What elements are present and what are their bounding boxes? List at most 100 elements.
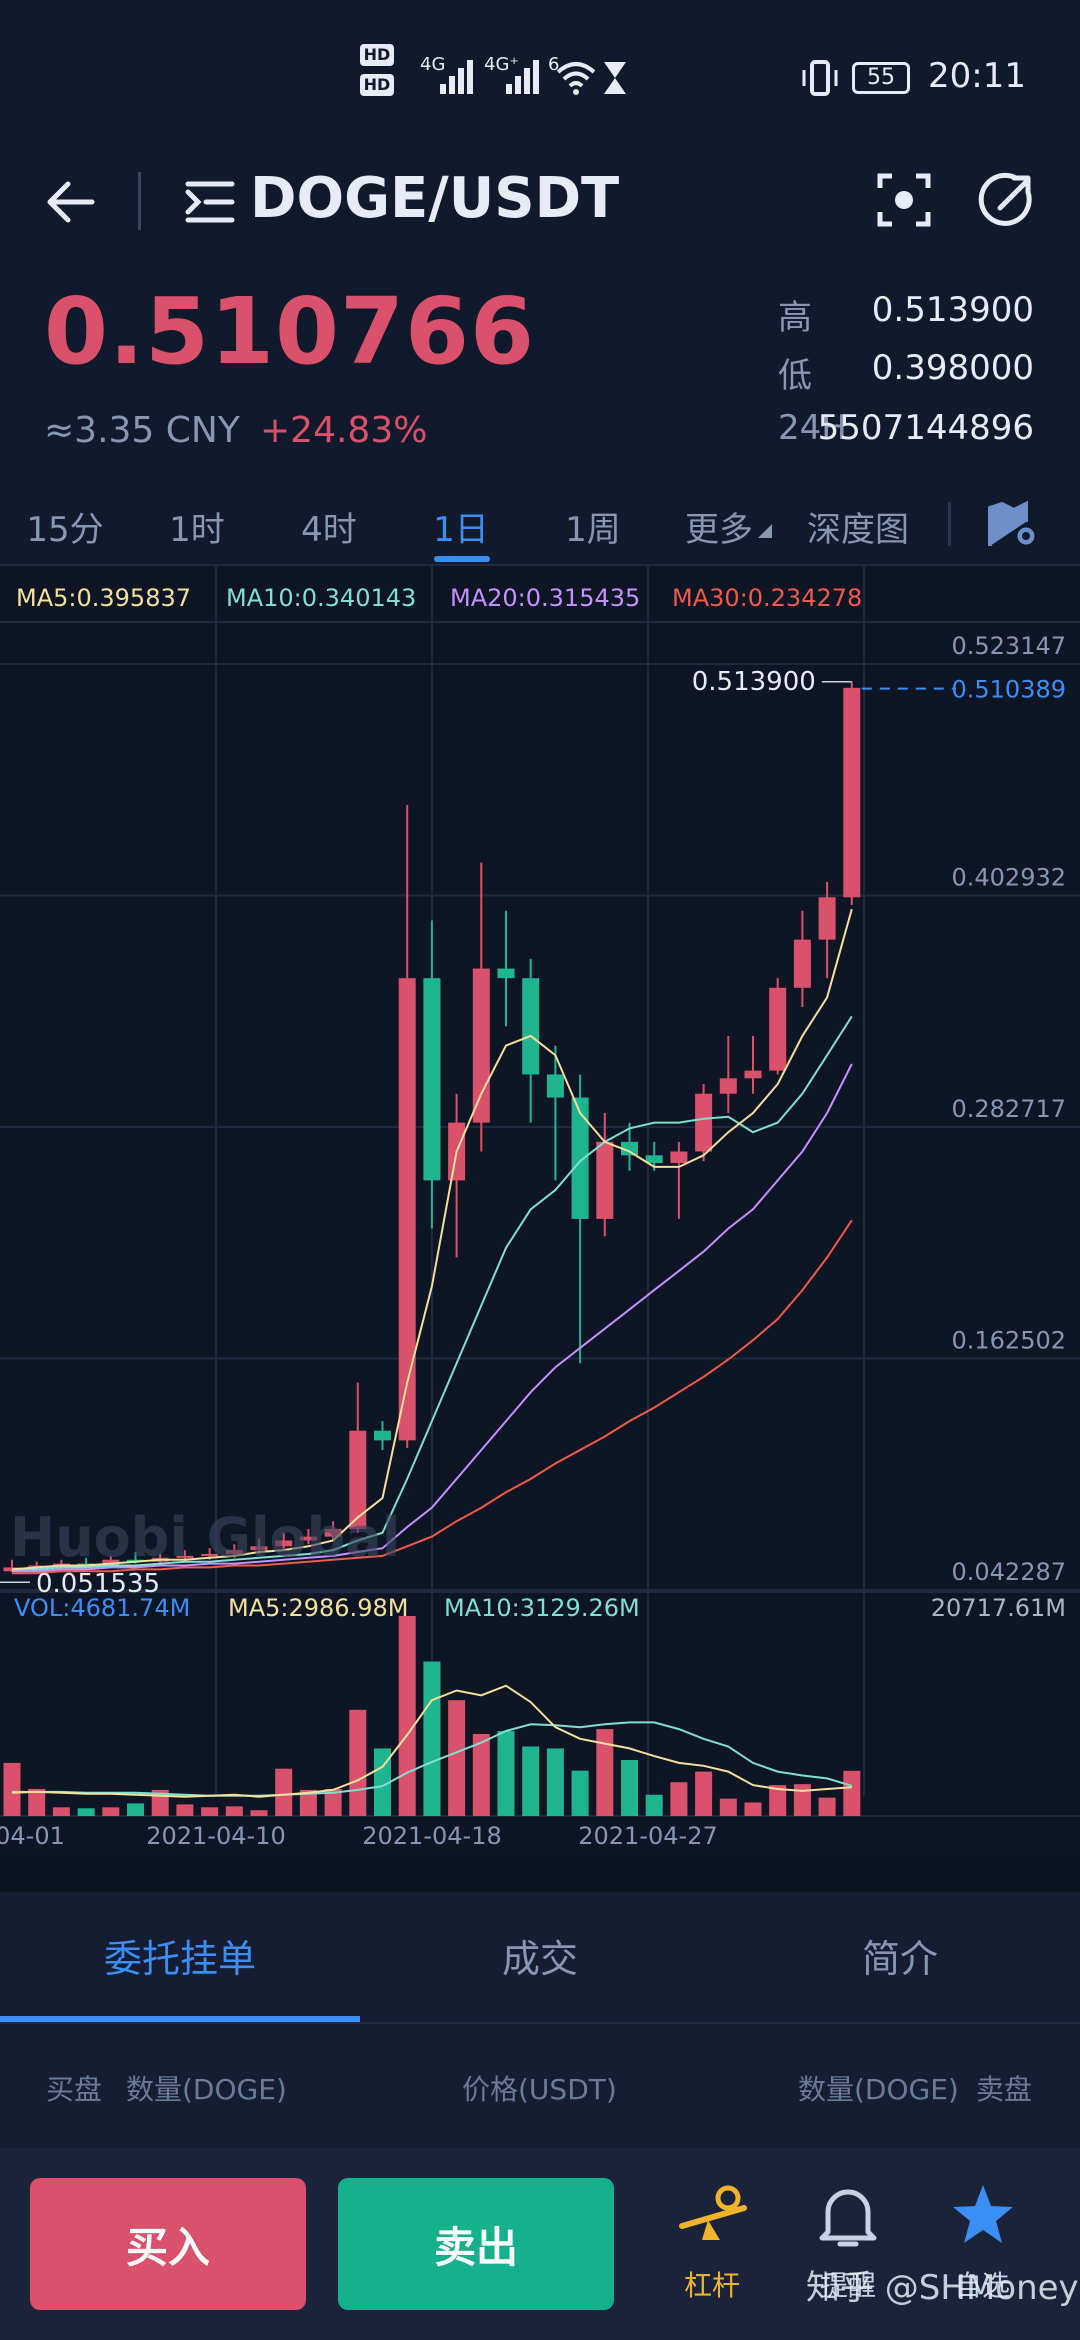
last-price: 0.510766 xyxy=(44,278,536,385)
volume-bar xyxy=(522,1746,540,1816)
candle-body xyxy=(225,1550,243,1554)
alert-nav[interactable]: 提醒 xyxy=(786,2178,910,2318)
tab-depth[interactable]: 深度图 xyxy=(807,510,909,550)
signal-icon-2 xyxy=(506,60,539,94)
ma30-indicator: MA30:0.234278 xyxy=(672,584,863,612)
volume-bar xyxy=(621,1760,638,1816)
date-tick-label: 2021-04-10 xyxy=(146,1822,285,1850)
volume-bar xyxy=(250,1810,268,1816)
signal-icon-1 xyxy=(440,60,473,94)
volume-bar xyxy=(349,1709,367,1816)
price-tick-label: 0.282717 xyxy=(951,1095,1066,1123)
date-tick-label: 2021-04-18 xyxy=(362,1822,501,1850)
section-gap xyxy=(0,1856,1080,1892)
price-tick-label: 0.162502 xyxy=(951,1327,1066,1355)
hourglass-icon xyxy=(604,62,626,94)
leverage-nav[interactable]: 杠杆 xyxy=(650,2178,774,2318)
hd-badge-2: HD xyxy=(360,74,394,96)
volume-bar xyxy=(299,1789,317,1816)
chart-panel xyxy=(0,566,1080,1856)
sell-button[interactable]: 卖出 xyxy=(338,2178,614,2310)
vol-max-label: 20717.61M xyxy=(930,1594,1066,1622)
chart-watermark: Huobi Global xyxy=(10,1506,401,1569)
tab-orders[interactable]: 委托挂单 xyxy=(103,1937,256,1981)
date-tick-label: 04-01 xyxy=(0,1822,65,1850)
candle-body xyxy=(546,1074,564,1098)
sell-qty-column-label: 数量(DOGE) xyxy=(798,2073,959,2106)
volume-bar xyxy=(744,1802,762,1816)
volume-bar xyxy=(28,1788,46,1816)
tab-more[interactable]: 更多 xyxy=(685,510,753,550)
volume-bar xyxy=(448,1700,466,1816)
volume-bar xyxy=(102,1807,120,1816)
header-divider xyxy=(138,172,141,230)
tab-1week[interactable]: 1周 xyxy=(565,510,621,550)
wifi-icon xyxy=(556,62,596,95)
buy-qty-column-label: 数量(DOGE) xyxy=(126,2073,287,2106)
buy-column-label: 买盘 xyxy=(46,2073,103,2106)
battery-indicator: 55 xyxy=(852,62,910,94)
volume-label: 24H xyxy=(778,408,847,448)
tab-trades[interactable]: 成交 xyxy=(501,1937,578,1981)
candle-body xyxy=(793,939,811,988)
volume-bar xyxy=(374,1748,391,1816)
volume-bar xyxy=(719,1798,737,1816)
app-header: DOGE/USDT xyxy=(0,150,1080,260)
candle-body xyxy=(843,687,861,898)
volume-bar xyxy=(818,1797,836,1816)
ma20-line xyxy=(12,1063,853,1573)
candlestick-chart[interactable]: 0.523147 0.402932 0.282717 0.162502 0.042287… xyxy=(0,566,1080,1856)
watchlist-label: 自选 xyxy=(953,2269,1010,2302)
bottom-action-bar: 买入 卖出 杠杆 提醒 自选 知乎 @SHMoney xyxy=(0,2148,1080,2340)
volume-bar xyxy=(201,1807,219,1816)
volume-bar xyxy=(472,1733,490,1816)
candle-body xyxy=(670,1151,688,1164)
candle-body xyxy=(571,1097,589,1219)
candle-body xyxy=(818,897,836,940)
volume-bar xyxy=(3,1762,21,1816)
pair-title[interactable]: DOGE/USDT xyxy=(250,166,620,231)
candle-body xyxy=(769,987,787,1071)
order-tabs-divider xyxy=(0,2022,1080,2024)
tab-4hour[interactable]: 4时 xyxy=(301,510,357,550)
screenshot-icon[interactable] xyxy=(876,172,932,228)
tabs-divider xyxy=(948,502,951,546)
vol-ma10-indicator: MA10:3129.26M xyxy=(444,1594,640,1622)
pair-menu-icon[interactable] xyxy=(184,178,236,226)
candle-body xyxy=(275,1540,293,1547)
volume-value: 5507144896 xyxy=(817,408,1034,448)
candle-body xyxy=(645,1155,663,1164)
ma10-line xyxy=(12,1015,853,1571)
source-watermark: 知乎 @SHMoney xyxy=(806,2268,1079,2308)
vibrate-icon xyxy=(802,60,838,96)
star-icon xyxy=(953,2185,1013,2243)
chart-settings-icon[interactable] xyxy=(986,500,1040,550)
candle-body xyxy=(398,978,416,1441)
candle-body xyxy=(522,978,540,1075)
volume-bar xyxy=(423,1661,441,1816)
buy-button[interactable]: 买入 xyxy=(30,2178,306,2310)
volume-bar xyxy=(546,1748,564,1816)
back-arrow-icon[interactable] xyxy=(42,174,98,230)
price-column-label: 价格(USDT) xyxy=(462,2073,617,2106)
order-tabs: 委托挂单 成交 简介 xyxy=(0,1892,1080,2022)
tab-1hour[interactable]: 1时 xyxy=(169,510,225,550)
volume-bar xyxy=(843,1770,861,1816)
volume-bar xyxy=(324,1788,342,1816)
status-bar: HD HD 4G 4G⁺ 6 55 20:11 xyxy=(0,0,1080,150)
candle-body xyxy=(621,1141,638,1156)
volume-bar xyxy=(127,1803,144,1816)
volume-bar xyxy=(497,1731,515,1816)
tab-15min[interactable]: 15分 xyxy=(26,510,104,550)
tab-intro[interactable]: 简介 xyxy=(861,1937,938,1981)
candle-body xyxy=(423,978,441,1181)
volume-bar xyxy=(596,1729,614,1816)
volume-bar xyxy=(398,1616,416,1816)
volume-ma10-line xyxy=(12,1721,853,1797)
candle-body xyxy=(719,1078,737,1094)
share-icon[interactable] xyxy=(978,170,1038,230)
ma5-line xyxy=(11,908,853,1571)
watchlist-nav[interactable]: 自选 xyxy=(920,2178,1044,2318)
candle-body xyxy=(744,1070,762,1079)
tab-1day[interactable]: 1日 xyxy=(433,510,489,550)
